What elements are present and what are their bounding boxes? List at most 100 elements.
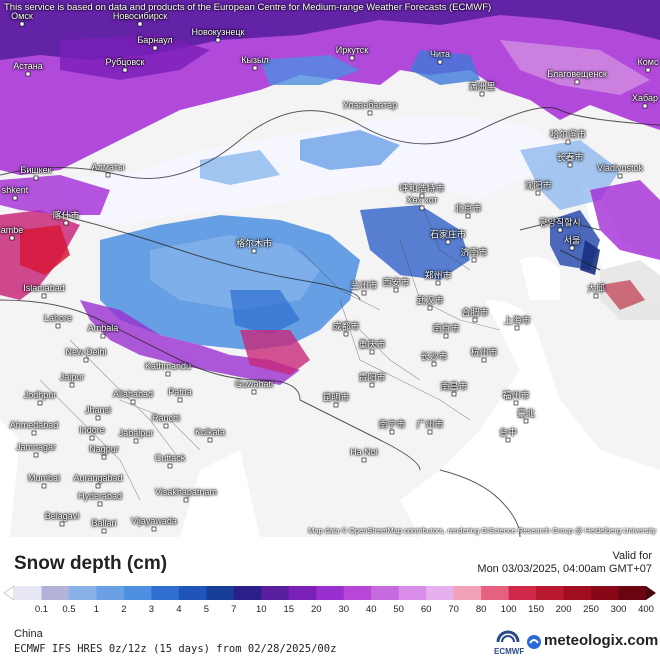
- city-marker: [333, 402, 339, 408]
- city-label: Кызыл: [241, 55, 269, 65]
- city-label: Kathmandu: [144, 361, 192, 371]
- city-label: 兰州市: [350, 280, 378, 291]
- city-marker: [137, 21, 143, 27]
- city-marker: [361, 290, 367, 296]
- city-label: 서울: [563, 235, 581, 246]
- city-label: Рубцовск: [105, 57, 145, 67]
- forecast-map[interactable]: This service is based on data and produc…: [0, 0, 660, 537]
- city-marker: [642, 103, 648, 109]
- city-label: Хөх хот: [406, 195, 438, 205]
- city-marker: [12, 195, 18, 201]
- city-marker: [389, 429, 395, 435]
- colorbar-cell: [508, 586, 537, 600]
- city-label: 台中: [498, 427, 518, 438]
- city-label: Belagavi: [44, 511, 80, 521]
- city-label: Jabalpur: [118, 428, 154, 438]
- colorbar-cell: [123, 586, 152, 600]
- city-label: 昆明市: [322, 392, 350, 403]
- city-label: Hyderabad: [77, 491, 123, 501]
- city-marker: [645, 67, 651, 73]
- city-marker: [465, 213, 471, 219]
- brand-name[interactable]: meteologix.com: [544, 632, 659, 649]
- city-label: Islamabad: [23, 283, 65, 293]
- city-label: 贵阳市: [358, 372, 386, 383]
- colorbar-tick-label: 3: [148, 604, 155, 615]
- city-label: New Delhi: [65, 347, 107, 357]
- city-label: Барнаул: [137, 35, 173, 45]
- colorbar-cell: [343, 586, 372, 600]
- city-label: 哈尔滨市: [549, 129, 587, 140]
- city-marker: [100, 333, 106, 339]
- colorbar-cell: [398, 586, 427, 600]
- snow-depth-overlay: [0, 0, 660, 537]
- city-label: Бишкек: [20, 165, 52, 175]
- city-marker: [479, 91, 485, 97]
- colorbar-tick-label: 15: [283, 604, 295, 615]
- city-label: Чита: [429, 49, 451, 59]
- city-label: 合肥市: [461, 307, 489, 318]
- city-marker: [163, 423, 169, 429]
- city-label: shkent: [1, 185, 29, 195]
- colorbar-tick-label: 50: [393, 604, 404, 615]
- ecmwf-logo-text: ECMWF: [494, 647, 525, 656]
- city-marker: [435, 280, 441, 286]
- city-marker: [535, 190, 541, 196]
- city-label: Новосибирск: [112, 11, 168, 21]
- city-label: 西安市: [382, 277, 410, 288]
- colorbar-tick-label: 60: [420, 604, 432, 615]
- city-label: Kolkata: [194, 427, 226, 437]
- city-label: 南昌市: [440, 381, 468, 392]
- city-label: 石家庄市: [429, 229, 467, 240]
- city-label: Vladivostok: [596, 163, 644, 173]
- colorbar-tick-label: 10: [256, 604, 267, 615]
- city-marker: [33, 452, 39, 458]
- city-label: Jamnagar: [15, 442, 57, 452]
- colorbar-cell: [288, 586, 317, 600]
- colorbar-cell: [563, 586, 592, 600]
- city-label: Ballari: [91, 518, 117, 528]
- city-label: 南京市: [432, 323, 460, 334]
- city-marker: [419, 193, 425, 199]
- colorbar-tick-label: 300: [610, 604, 627, 615]
- colorbar-cell: [453, 586, 482, 600]
- city-marker: [69, 382, 75, 388]
- city-marker: [133, 438, 139, 444]
- city-label: 成都市: [332, 321, 360, 332]
- city-marker: [122, 67, 128, 73]
- city-marker: [97, 501, 103, 507]
- colorbar-tick-label: 40: [365, 604, 377, 615]
- city-label: Nagpur: [89, 444, 119, 454]
- colorbar-cell: [591, 586, 620, 600]
- city-label: Allahabad: [112, 389, 154, 399]
- colorbar-tick-label: 400: [638, 604, 654, 615]
- colorbar-tick-label: 150: [528, 604, 545, 615]
- city-label: Mumbai: [27, 473, 61, 483]
- city-marker: [472, 317, 478, 323]
- city-label: ambe: [0, 225, 24, 235]
- colorbar-ticks: 0.1 0.5 1 2 3 4 5 7 10 15 20 30 40 50 60 70 80 100 150 200 2…: [0, 604, 660, 618]
- city-label: Cuttack: [154, 453, 186, 463]
- city-marker: [617, 173, 623, 179]
- city-label: Иркутск: [335, 45, 369, 55]
- colorbar-cell: [426, 586, 455, 600]
- city-label: Ha Noi: [350, 447, 378, 457]
- city-marker: [574, 79, 580, 85]
- city-label: Visakhapatnam: [155, 487, 217, 497]
- city-label: 杭州市: [470, 347, 498, 358]
- city-marker: [19, 21, 25, 27]
- colorbar-tick-label: 70: [448, 604, 459, 615]
- city-label: 喀什市: [52, 210, 80, 221]
- city-marker: [207, 437, 213, 443]
- city-label: Jodhpur: [23, 390, 57, 400]
- city-label: 武汉市: [416, 295, 444, 306]
- city-marker: [523, 418, 529, 424]
- city-label: 格尔木市: [235, 238, 273, 249]
- city-marker: [101, 454, 107, 460]
- city-marker: [37, 400, 43, 406]
- city-marker: [41, 483, 47, 489]
- city-marker: [565, 139, 571, 145]
- city-marker: [593, 293, 599, 299]
- city-label: 郑州市: [424, 270, 452, 281]
- city-label: Улаанбаатар: [342, 100, 398, 110]
- city-label: Ranchi: [151, 413, 181, 423]
